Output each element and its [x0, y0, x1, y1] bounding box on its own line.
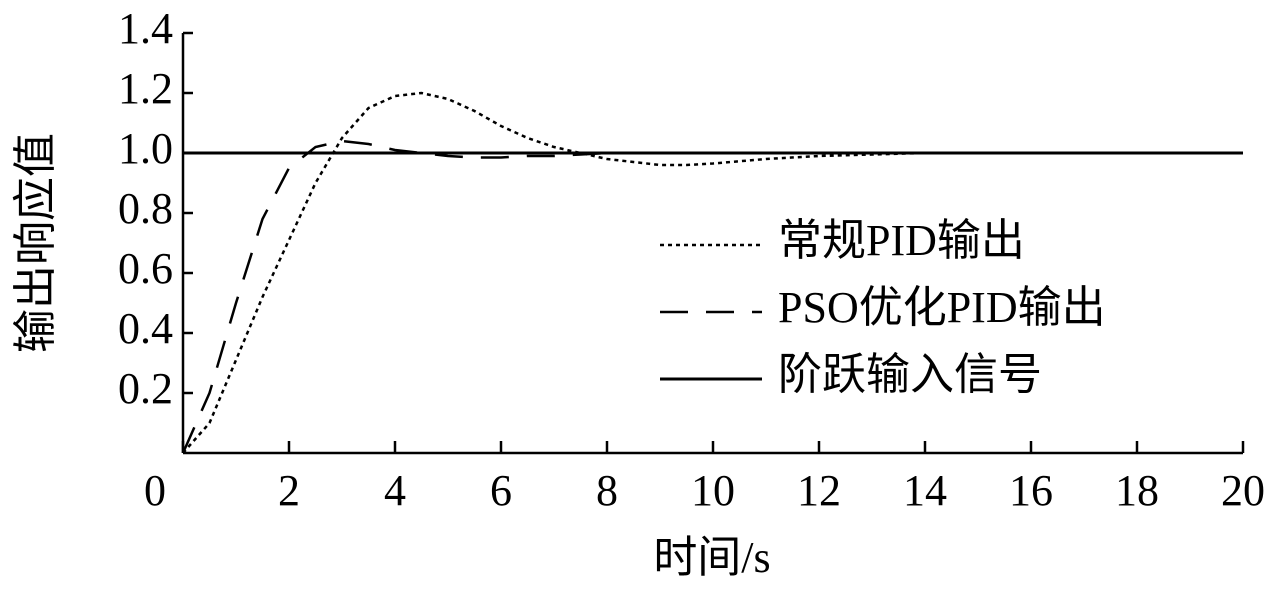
- y-axis-label: 输出响应值: [11, 133, 60, 353]
- legend-label: 阶跃输入信号: [778, 350, 1042, 399]
- x-tick-label: 6: [490, 466, 512, 515]
- x-tick-label: 12: [797, 466, 841, 515]
- series-line: [182, 91, 1243, 454]
- x-tick-label: 20: [1221, 466, 1265, 515]
- x-tick-label: 2: [278, 466, 300, 515]
- x-tick-label: 18: [1115, 466, 1159, 515]
- y-tick-label: 0.4: [118, 304, 173, 353]
- x-tick-label: 0: [144, 466, 166, 515]
- legend-label: 常规PID输出: [778, 216, 1025, 265]
- y-tick-label: 0.2: [118, 364, 173, 413]
- y-tick-label: 1.0: [118, 124, 173, 173]
- y-tick-label: 1.4: [118, 4, 173, 53]
- series-line: [181, 139, 1243, 454]
- x-tick-label: 16: [1009, 466, 1053, 515]
- x-tick-label: 4: [384, 466, 406, 515]
- x-tick-label: 8: [596, 466, 618, 515]
- legend-label: PSO优化PID输出: [778, 283, 1106, 332]
- x-tick-label: 14: [903, 466, 947, 515]
- y-tick-label: 0.6: [118, 244, 173, 293]
- x-tick-label: 10: [691, 466, 735, 515]
- y-tick-label: 1.2: [118, 64, 173, 113]
- x-axis-label: 时间/s: [653, 533, 770, 582]
- y-tick-label: 0.8: [118, 184, 173, 233]
